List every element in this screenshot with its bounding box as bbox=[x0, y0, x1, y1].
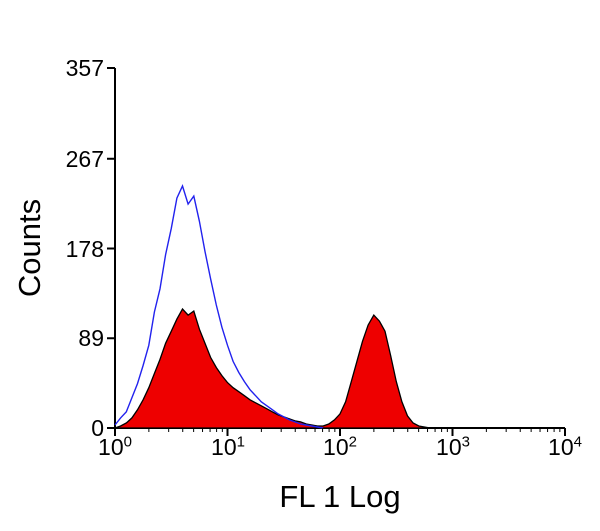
x-axis-title: FL 1 Log bbox=[279, 479, 401, 514]
y-tick-label-267: 267 bbox=[65, 146, 104, 172]
y-tick-label-357: 357 bbox=[65, 55, 104, 81]
x-tick-base: 10 bbox=[211, 434, 237, 460]
histogram-curves bbox=[114, 184, 431, 429]
y-tick-label-0: 0 bbox=[91, 415, 104, 441]
y-tick-label-89: 89 bbox=[78, 325, 104, 351]
x-tick-exponent: 0 bbox=[123, 433, 132, 451]
x-tick-label-1e3: 103 bbox=[418, 434, 488, 460]
x-tick-base: 10 bbox=[548, 434, 574, 460]
x-tick-label-1e2: 102 bbox=[305, 434, 375, 460]
x-tick-exponent: 4 bbox=[573, 433, 582, 451]
blue-open-histogram bbox=[114, 184, 324, 429]
x-tick-label-1e0: 100 bbox=[80, 434, 150, 460]
x-tick-label-1e1: 101 bbox=[193, 434, 263, 460]
x-tick-base: 10 bbox=[436, 434, 462, 460]
red-filled-histogram bbox=[114, 307, 431, 429]
x-tick-exponent: 2 bbox=[348, 433, 357, 451]
tick-marks bbox=[107, 67, 566, 436]
x-tick-base: 10 bbox=[323, 434, 349, 460]
x-tick-exponent: 1 bbox=[236, 433, 245, 451]
x-tick-exponent: 3 bbox=[461, 433, 470, 451]
y-tick-label-178: 178 bbox=[65, 236, 104, 262]
x-tick-base: 10 bbox=[98, 434, 124, 460]
x-tick-label-1e4: 104 bbox=[530, 434, 600, 460]
